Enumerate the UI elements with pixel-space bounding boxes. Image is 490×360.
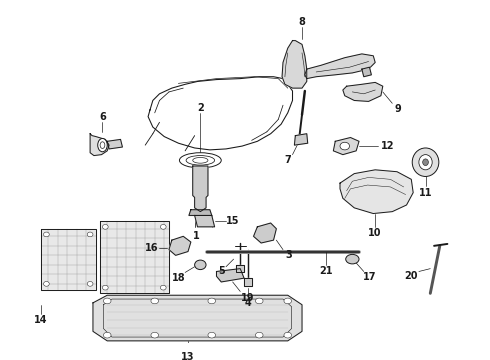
Ellipse shape [87,282,93,286]
Ellipse shape [419,155,432,170]
Polygon shape [244,278,252,286]
Text: 6: 6 [99,112,106,122]
Ellipse shape [284,298,292,304]
Ellipse shape [412,148,439,176]
Polygon shape [305,54,375,78]
Polygon shape [217,269,244,282]
Ellipse shape [102,285,108,290]
Polygon shape [189,210,212,215]
Polygon shape [107,139,122,149]
Ellipse shape [98,139,107,152]
Polygon shape [237,265,244,273]
Text: 19: 19 [241,293,255,303]
Polygon shape [99,221,169,293]
Text: 12: 12 [381,141,394,151]
Text: 1: 1 [193,231,200,241]
Ellipse shape [151,332,159,338]
Ellipse shape [255,298,263,304]
Text: 5: 5 [218,266,224,276]
Text: 3: 3 [285,250,292,260]
Text: 9: 9 [394,104,401,114]
Ellipse shape [103,298,111,304]
Ellipse shape [193,157,208,163]
Ellipse shape [44,232,49,237]
Ellipse shape [423,159,428,166]
Text: 17: 17 [363,272,376,282]
Text: 18: 18 [172,273,185,283]
Text: 4: 4 [245,298,251,308]
Polygon shape [148,77,293,150]
Ellipse shape [100,142,105,148]
Ellipse shape [346,255,359,264]
Ellipse shape [195,260,206,270]
Text: 15: 15 [226,216,240,226]
Text: 11: 11 [419,188,432,198]
Polygon shape [294,134,308,145]
Polygon shape [93,295,302,341]
Ellipse shape [179,153,221,168]
Polygon shape [253,223,276,243]
Text: 7: 7 [284,155,291,165]
Polygon shape [41,229,96,291]
Text: 13: 13 [181,352,195,360]
Ellipse shape [151,298,159,304]
Ellipse shape [340,142,349,150]
Polygon shape [195,215,215,227]
Polygon shape [193,166,208,212]
Text: 2: 2 [197,103,204,113]
Text: 8: 8 [298,17,305,27]
Ellipse shape [255,332,263,338]
Ellipse shape [103,332,111,338]
Polygon shape [169,236,191,255]
Ellipse shape [102,224,108,229]
Text: 21: 21 [319,266,333,276]
Polygon shape [362,67,371,77]
Ellipse shape [87,232,93,237]
Text: 10: 10 [368,228,382,238]
Ellipse shape [160,285,166,290]
Text: 20: 20 [405,271,418,281]
Text: 14: 14 [34,315,48,325]
Ellipse shape [284,332,292,338]
Ellipse shape [44,282,49,286]
Polygon shape [340,170,413,213]
Polygon shape [90,134,109,156]
Ellipse shape [208,332,216,338]
Ellipse shape [186,156,215,165]
Polygon shape [343,82,383,102]
Text: 16: 16 [145,243,159,253]
Polygon shape [282,41,307,88]
Polygon shape [333,138,359,155]
Ellipse shape [160,224,166,229]
Ellipse shape [208,298,216,304]
